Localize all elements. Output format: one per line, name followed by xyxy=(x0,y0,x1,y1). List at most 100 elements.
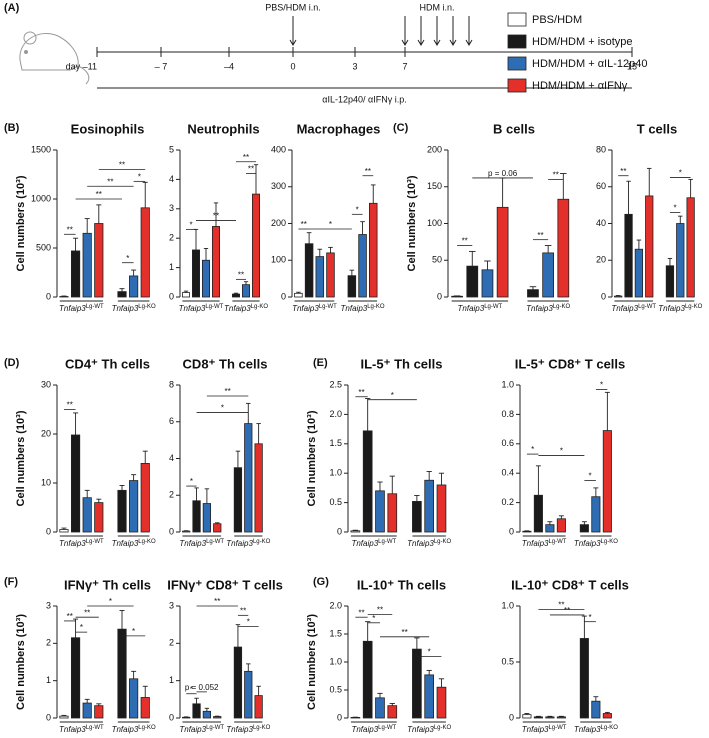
significance-label: * xyxy=(189,220,192,229)
bar xyxy=(624,213,633,298)
group-label: Tnfaip3Lg-WT xyxy=(611,304,656,314)
bar xyxy=(254,443,263,533)
significance-label: ** xyxy=(564,606,570,615)
group-label: Tnfaip3Lg-WT xyxy=(351,725,396,735)
bar xyxy=(117,628,127,719)
group-genotype: Lg-KO xyxy=(434,725,452,731)
y-tick-label: 6 xyxy=(169,416,174,426)
group-genotype: Lg-KO xyxy=(138,304,156,310)
y-tick-label: 2 xyxy=(169,490,174,500)
significance-label: ** xyxy=(462,237,468,246)
y-tick-label: 5 xyxy=(169,144,174,154)
significance-label: ** xyxy=(84,608,90,617)
bar xyxy=(579,524,589,533)
y-tick-label: 2 xyxy=(169,233,174,243)
bar xyxy=(117,489,127,533)
bar xyxy=(436,686,447,719)
bar xyxy=(94,705,104,719)
group-genotype: Lg-WT xyxy=(86,304,104,310)
y-tick-label: 20 xyxy=(596,255,606,265)
bar xyxy=(233,646,243,719)
group-prefix: Tnfaip3 xyxy=(59,304,86,313)
group-prefix: Tnfaip3 xyxy=(292,304,319,313)
significance-label: ** xyxy=(213,212,219,221)
significance-label: * xyxy=(589,613,592,622)
legend-label: HDM/HDM + isotype xyxy=(532,36,633,48)
bar xyxy=(556,518,566,533)
bar xyxy=(676,223,685,298)
group-label: Tnfaip3Lg-WT xyxy=(59,725,104,735)
panel-label: (C) xyxy=(393,122,409,134)
group-label: Tnfaip3Lg-WT xyxy=(458,304,503,314)
bar xyxy=(412,648,422,719)
significance-label: * xyxy=(674,204,677,213)
group-prefix: Tnfaip3 xyxy=(522,725,549,734)
group-prefix: Tnfaip3 xyxy=(179,539,206,548)
group-label: Tnfaip3Lg-WT xyxy=(179,539,224,549)
significance-label: * xyxy=(138,172,141,181)
y-tick-label: 1500 xyxy=(31,144,51,154)
bar xyxy=(602,430,612,533)
bar xyxy=(527,289,539,298)
bar xyxy=(496,206,509,298)
y-tick-label: 400 xyxy=(271,144,286,154)
group-genotype: Lg-WT xyxy=(206,725,224,731)
bar xyxy=(358,234,367,298)
bar xyxy=(244,670,253,719)
bar xyxy=(591,700,601,719)
bar xyxy=(140,697,150,719)
y-tick-label: 1000 xyxy=(31,193,51,203)
bar xyxy=(326,252,335,298)
y-tick-label: 0.6 xyxy=(501,438,514,448)
y-tick-label: 50 xyxy=(432,255,442,265)
significance-label: ** xyxy=(558,600,564,609)
significance-label: * xyxy=(356,205,359,214)
bar xyxy=(591,496,601,533)
y-tick-label: 0.5 xyxy=(329,684,342,694)
bar xyxy=(294,292,303,298)
significance-label: ** xyxy=(67,225,73,234)
group-genotype: Lg-WT xyxy=(484,304,502,310)
bar xyxy=(522,714,532,719)
y-tick-label: 0 xyxy=(46,291,51,301)
bar xyxy=(350,530,361,533)
bar xyxy=(191,249,200,298)
significance-label: * xyxy=(126,254,129,263)
bar xyxy=(347,275,357,298)
group-genotype: Lg-KO xyxy=(685,304,703,310)
significance-label: ** xyxy=(401,628,407,637)
legend-swatch xyxy=(507,56,527,71)
significance-label: * xyxy=(372,614,375,623)
group-prefix: Tnfaip3 xyxy=(59,539,86,548)
y-tick-label: 0 xyxy=(46,712,51,722)
y-tick-label: 0 xyxy=(337,526,342,536)
arrow-head xyxy=(449,39,457,46)
y-tick-label: 10 xyxy=(41,477,51,487)
chart-title: IFNγ⁺ Th cells xyxy=(64,577,151,592)
y-axis-label: Cell numbers (10³) xyxy=(15,410,27,506)
treatment-label: αIL-12p40/ αIFNγ i.p. xyxy=(322,94,406,104)
group-prefix: Tnfaip3 xyxy=(226,725,253,734)
y-tick-label: 60 xyxy=(596,181,606,191)
arrow-label: HDM i.n. xyxy=(419,2,454,12)
bar xyxy=(387,705,398,719)
y-tick-label: 200 xyxy=(427,144,442,154)
y-tick-label: 0.8 xyxy=(501,409,514,419)
group-genotype: Lg-KO xyxy=(138,725,156,731)
group-genotype: Lg-KO xyxy=(251,304,269,310)
group-genotype: Lg-KO xyxy=(601,725,619,731)
significance-label: ** xyxy=(377,606,383,615)
group-genotype: Lg-WT xyxy=(378,725,396,731)
bar xyxy=(545,716,555,719)
chart-title: CD4⁺ Th cells xyxy=(65,356,150,371)
group-prefix: Tnfaip3 xyxy=(351,725,378,734)
y-tick-label: 1 xyxy=(46,675,51,685)
chart-title: CD8⁺ Th cells xyxy=(183,356,268,371)
significance-label: ** xyxy=(358,388,364,397)
y-axis-label: Cell numbers (10³) xyxy=(306,614,318,710)
y-tick-label: 0.5 xyxy=(329,497,342,507)
bar xyxy=(533,494,543,533)
bar xyxy=(451,295,463,298)
y-tick-label: 2 xyxy=(46,638,51,648)
